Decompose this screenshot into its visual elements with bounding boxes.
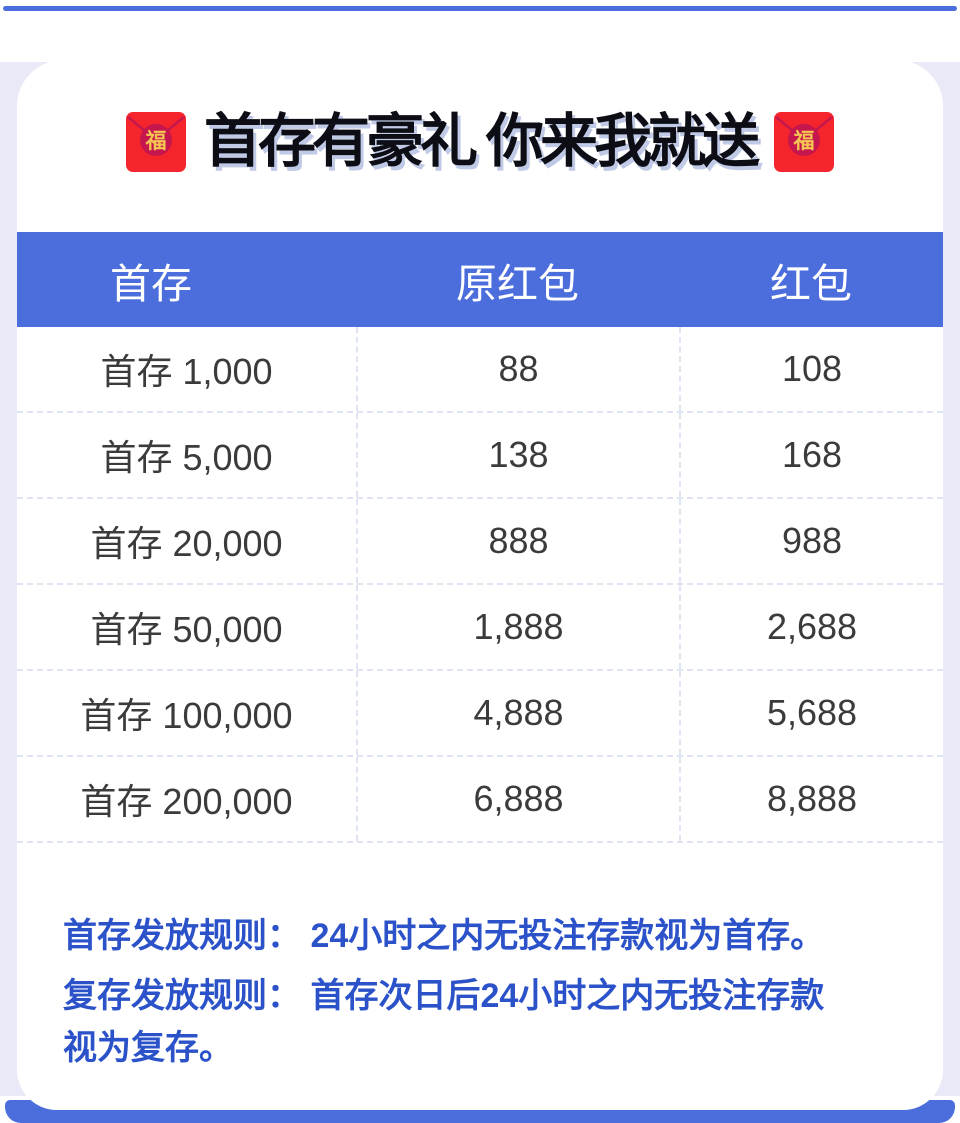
table-row: 首存 1,000 88 108 xyxy=(17,327,943,413)
deposit-cell: 首存 5,000 xyxy=(100,437,273,478)
original-redpacket-cell: 888 xyxy=(356,499,679,583)
redpacket-cell: 8,888 xyxy=(679,757,943,841)
original-redpacket-cell: 88 xyxy=(356,327,679,411)
table-row: 首存 100,000 4,888 5,688 xyxy=(17,671,943,757)
deposit-cell: 首存 100,000 xyxy=(80,695,293,736)
table-header-row: 首存 原红包 红包 xyxy=(17,232,943,327)
table-row: 首存 20,000 888 988 xyxy=(17,499,943,585)
deposit-cell: 首存 20,000 xyxy=(90,523,283,564)
table-row: 首存 50,000 1,888 2,688 xyxy=(17,585,943,671)
original-redpacket-cell: 138 xyxy=(356,413,679,497)
original-redpacket-cell: 6,888 xyxy=(356,757,679,841)
original-redpacket-cell: 1,888 xyxy=(356,585,679,669)
red-envelope-icon-right: 福 xyxy=(774,112,835,172)
deposit-cell: 首存 200,000 xyxy=(80,781,293,822)
redpacket-cell: 2,688 xyxy=(679,585,943,669)
red-envelope-icon-left: 福 xyxy=(125,112,186,172)
rule-line: 视为复存。 xyxy=(63,1029,233,1067)
redpacket-cell: 108 xyxy=(679,327,943,411)
redpacket-cell: 5,688 xyxy=(679,671,943,755)
bonus-table: 首存 原红包 红包 首存 1,000 88 108 首存 5,000 138 168 首存 … xyxy=(17,232,943,843)
title-row: 福 首存有豪礼 你来我就送 福 xyxy=(17,112,943,172)
table-row: 首存 5,000 138 168 xyxy=(17,413,943,499)
top-accent-line xyxy=(3,6,957,11)
rule-line: 复存发放规则： 首存次日后24小时之内无投注存款 xyxy=(63,977,825,1015)
header-original-redpacket: 原红包 xyxy=(456,260,579,307)
header-redpacket: 红包 xyxy=(770,260,852,307)
deposit-cell: 首存 1,000 xyxy=(100,351,273,392)
promo-card: 福 首存有豪礼 你来我就送 福 首存 原红包 红包 首存 1,000 88 108 首… xyxy=(17,60,943,1110)
deposit-cell: 首存 50,000 xyxy=(90,609,283,650)
rule-line: 首存发放规则： 24小时之内无投注存款视为首存。 xyxy=(63,917,825,955)
redpacket-cell: 988 xyxy=(679,499,943,583)
fu-character: 福 xyxy=(793,130,815,153)
original-redpacket-cell: 4,888 xyxy=(356,671,679,755)
table-row: 首存 200,000 6,888 8,888 xyxy=(17,757,943,843)
rules-text: 首存发放规则： 24小时之内无投注存款视为首存。 复存发放规则： 首存次日后24… xyxy=(63,910,915,1074)
header-deposit: 首存 xyxy=(110,260,192,307)
table-body: 首存 1,000 88 108 首存 5,000 138 168 首存 20,000 888 9… xyxy=(17,327,943,843)
redpacket-cell: 168 xyxy=(679,413,943,497)
fu-character: 福 xyxy=(144,130,166,153)
promo-title: 首存有豪礼 你来我就送 xyxy=(203,109,760,174)
